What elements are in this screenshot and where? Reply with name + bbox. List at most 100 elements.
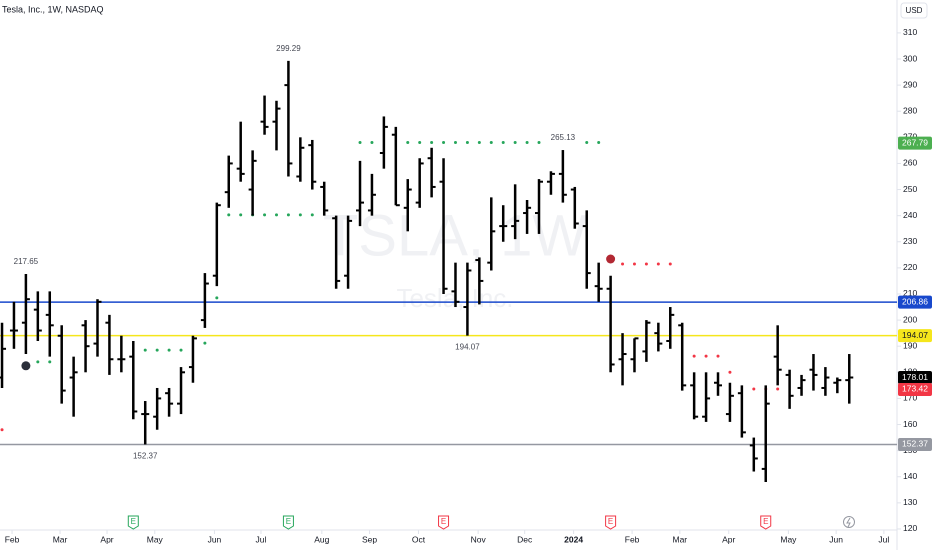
y-tick-label: 310 bbox=[903, 27, 917, 37]
x-tick-label: Apr bbox=[100, 534, 113, 544]
indicator-dot bbox=[370, 141, 374, 145]
x-tick-label: Jun bbox=[829, 534, 843, 544]
price-label-box bbox=[898, 437, 932, 451]
indicator-dot bbox=[215, 296, 219, 300]
indicator-dot bbox=[239, 213, 243, 217]
indicator-dot bbox=[36, 360, 40, 364]
y-tick-label: 160 bbox=[903, 419, 917, 429]
indicator-dot bbox=[0, 428, 4, 432]
indicator-dot bbox=[274, 213, 278, 217]
y-tick-label: 290 bbox=[903, 79, 917, 89]
indicator-dot bbox=[621, 262, 625, 266]
indicator-dot bbox=[513, 141, 517, 145]
y-tick-label: 300 bbox=[903, 53, 917, 63]
indicator-dot bbox=[776, 387, 780, 391]
event-label[interactable]: E bbox=[131, 517, 136, 526]
price-label-box bbox=[898, 382, 932, 396]
indicator-dot bbox=[155, 348, 159, 352]
indicator-dot bbox=[442, 141, 446, 145]
price-label: 206.86 bbox=[902, 296, 928, 306]
event-label[interactable]: E bbox=[608, 517, 613, 526]
indicator-dot bbox=[525, 141, 529, 145]
indicator-dot bbox=[48, 360, 52, 364]
indicator-dot bbox=[501, 141, 505, 145]
event-icon[interactable] bbox=[282, 515, 294, 530]
price-label: 267.79 bbox=[902, 137, 928, 147]
indicator-dot bbox=[644, 262, 648, 266]
y-tick-label: 130 bbox=[903, 497, 917, 507]
event-label[interactable]: E bbox=[763, 517, 768, 526]
indicator-dot bbox=[585, 141, 589, 145]
y-tick-label: 250 bbox=[903, 184, 917, 194]
event-icon[interactable] bbox=[438, 515, 450, 530]
event-icon[interactable] bbox=[760, 515, 772, 530]
indicator-dot bbox=[668, 262, 672, 266]
y-tick-label: 270 bbox=[903, 132, 917, 142]
indicator-dot bbox=[632, 262, 636, 266]
x-tick-label: Jul bbox=[256, 534, 267, 544]
x-tick-label: Jun bbox=[208, 534, 222, 544]
event-icon[interactable] bbox=[605, 515, 617, 530]
y-tick-label: 120 bbox=[903, 523, 917, 533]
x-tick-label: Feb bbox=[625, 534, 640, 544]
price-annotation: 194.07 bbox=[455, 343, 480, 352]
x-tick-label: Jul bbox=[878, 534, 889, 544]
indicator-dot bbox=[477, 141, 481, 145]
price-annotation: 152.37 bbox=[133, 452, 158, 461]
indicator-dot bbox=[406, 141, 410, 145]
indicator-dot bbox=[465, 141, 469, 145]
x-tick-label: Sep bbox=[362, 534, 377, 544]
indicator-dot bbox=[489, 141, 493, 145]
indicator-dot bbox=[263, 213, 267, 217]
price-label: 173.42 bbox=[902, 384, 928, 394]
y-tick-label: 200 bbox=[903, 314, 917, 324]
price-label-box bbox=[898, 136, 932, 150]
y-tick-label: 230 bbox=[903, 236, 917, 246]
indicator-dot bbox=[167, 348, 171, 352]
indicator-dot bbox=[298, 213, 302, 217]
indicator-dot bbox=[537, 141, 541, 145]
indicator-dot bbox=[227, 213, 231, 217]
indicator-dot bbox=[656, 262, 660, 266]
indicator-dot bbox=[597, 141, 601, 145]
pivot-marker bbox=[606, 254, 616, 264]
lightning-icon[interactable] bbox=[843, 516, 855, 528]
y-tick-label: 220 bbox=[903, 262, 917, 272]
price-label-box bbox=[898, 295, 932, 309]
indicator-dot bbox=[310, 213, 314, 217]
indicator-dot bbox=[358, 141, 362, 145]
currency-box[interactable] bbox=[900, 2, 928, 19]
indicator-dot bbox=[752, 387, 756, 391]
indicator-dot bbox=[692, 354, 696, 358]
indicator-dot bbox=[704, 354, 708, 358]
x-tick-label: Aug bbox=[314, 534, 329, 544]
price-label: 194.07 bbox=[902, 330, 928, 340]
indicator-dot bbox=[203, 341, 207, 345]
y-tick-label: 190 bbox=[903, 340, 917, 350]
indicator-dot bbox=[453, 141, 457, 145]
x-tick-label: May bbox=[147, 534, 164, 544]
x-tick-label: Apr bbox=[722, 534, 735, 544]
currency[interactable]: USD bbox=[906, 6, 923, 15]
x-tick-label: Nov bbox=[471, 534, 487, 544]
x-tick-label: Mar bbox=[53, 534, 68, 544]
y-tick-label: 260 bbox=[903, 158, 917, 168]
event-label[interactable]: E bbox=[286, 517, 291, 526]
x-tick-label: Oct bbox=[412, 534, 426, 544]
price-label: 178.01 bbox=[902, 372, 928, 382]
y-tick-label: 210 bbox=[903, 288, 917, 298]
price-label-box bbox=[898, 371, 932, 385]
y-tick-label: 280 bbox=[903, 105, 917, 115]
price-annotation: 217.65 bbox=[14, 257, 39, 266]
event-icon[interactable] bbox=[127, 515, 139, 530]
x-tick-label: Feb bbox=[5, 534, 20, 544]
indicator-dot bbox=[418, 141, 422, 145]
pivot-marker bbox=[21, 361, 31, 371]
event-label[interactable]: E bbox=[441, 517, 446, 526]
y-tick-label: 240 bbox=[903, 210, 917, 220]
x-tick-label: May bbox=[780, 534, 797, 544]
x-tick-label: 2024 bbox=[564, 534, 583, 544]
x-tick-label: Mar bbox=[672, 534, 687, 544]
